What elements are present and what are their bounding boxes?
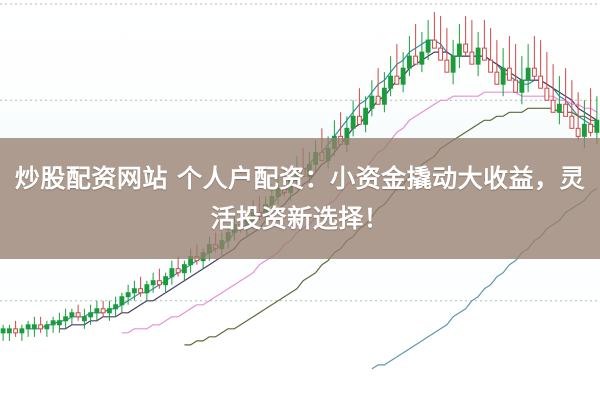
gridlines xyxy=(0,3,600,302)
promo-banner: 炒股配资网站 个人户配资：小资金撬动大收益，灵活投资新选择！ xyxy=(0,138,600,259)
promo-banner-text: 炒股配资网站 个人户配资：小资金撬动大收益，灵活投资新选择！ xyxy=(14,163,586,233)
